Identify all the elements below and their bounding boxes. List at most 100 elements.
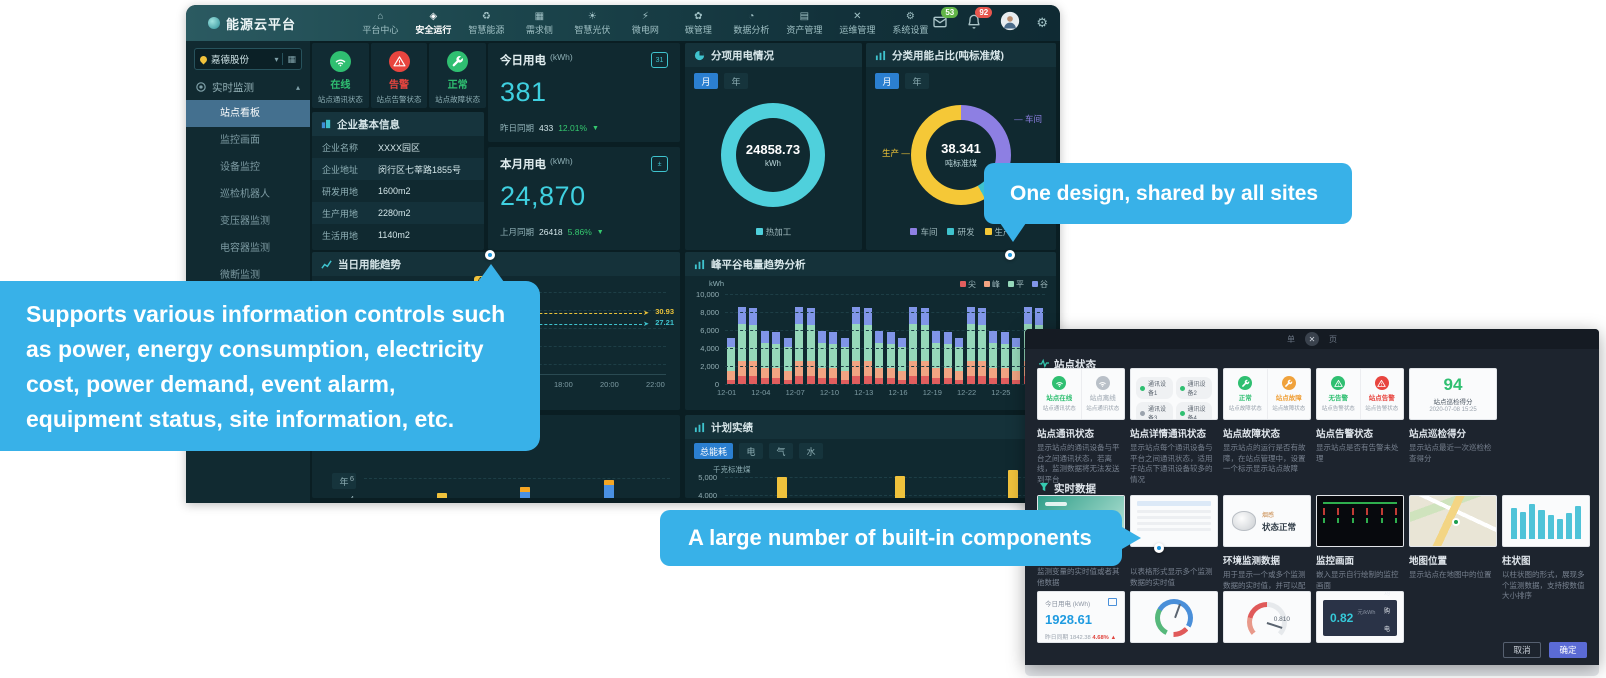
tab-年[interactable]: 年 xyxy=(905,73,929,89)
nav-item-2[interactable]: ◈ 安全运行 xyxy=(411,9,455,38)
component-card-站点巡检得分[interactable]: 94 站点巡检得分 2020-07-08 15:25 xyxy=(1409,368,1497,420)
component-card-站点故障状态[interactable]: 正常 站点故障状态 站点故障 站点故障状态 xyxy=(1223,368,1311,420)
component-card-监控画面[interactable] xyxy=(1316,495,1404,547)
sidebar-item-7[interactable]: 微断监测 xyxy=(220,270,260,281)
map-pin-icon xyxy=(1452,518,1460,526)
slice-label-right: — 车间 xyxy=(1014,114,1042,124)
row-value: 1140m2 xyxy=(378,230,410,240)
tab-气[interactable]: 气 xyxy=(769,443,794,459)
component-card-price[interactable]: 0.82 元/kWh 平均购电单价 xyxy=(1316,591,1404,643)
chart-legend: 尖峰平谷 xyxy=(960,279,1048,290)
annual-bar xyxy=(437,493,447,498)
tab-月[interactable]: 月 xyxy=(694,73,718,89)
ok-button[interactable]: 确定 xyxy=(1549,642,1587,658)
scada-preview xyxy=(1317,496,1403,546)
component-desc: 以柱状图的形式，展现多个监测数据，支持按数值大小排序 xyxy=(1502,570,1585,600)
legend-item: 研发 xyxy=(947,226,975,238)
tab-月[interactable]: 月 xyxy=(875,73,899,89)
close-button[interactable]: ✕ xyxy=(1305,332,1319,346)
bar-segment-峰 xyxy=(989,367,998,378)
nav-item-10[interactable]: ✕ 运维管理 xyxy=(835,9,879,38)
sidebar-group-realtime[interactable]: 实时监测 ▴ xyxy=(186,74,310,100)
bar-segment-峰 xyxy=(795,360,804,376)
legend-swatch xyxy=(1032,281,1038,287)
nav-item-8[interactable]: ◔ 数据分析 xyxy=(729,9,773,38)
component-card-mini-table[interactable] xyxy=(1130,495,1218,547)
grid-view-icon[interactable]: ▦ xyxy=(287,53,296,64)
sidebar-item-5[interactable]: 变压器监测 xyxy=(220,216,270,227)
nav-item-label: 智慧光伏 xyxy=(574,24,611,35)
calendar-icon[interactable]: 31 xyxy=(651,52,668,68)
cancel-button[interactable]: 取消 xyxy=(1503,642,1541,658)
stacked-bar xyxy=(852,306,861,384)
sidebar-item-3[interactable]: 设备监控 xyxy=(220,162,260,173)
nav-item-5[interactable]: ☀ 智慧光伏 xyxy=(570,9,614,38)
bar-segment-谷 xyxy=(772,331,781,344)
component-card-站点告警状态[interactable]: 无告警 站点告警状态 站点告警 站点告警状态 xyxy=(1316,368,1404,420)
callout-pointer-down xyxy=(1000,223,1026,242)
circle-gauge-icon xyxy=(1155,599,1193,637)
callout-pointer-up xyxy=(478,264,504,282)
mail-button[interactable]: 53 xyxy=(932,7,959,32)
user-avatar[interactable] xyxy=(1000,11,1020,36)
site-selector[interactable]: 嘉德股份 ▾ ▦ xyxy=(194,48,302,70)
y-axis-label: kWh xyxy=(709,279,724,288)
donut-unit: kWh xyxy=(765,159,781,168)
tab-电[interactable]: 电 xyxy=(739,443,764,459)
component-card-柱状图[interactable] xyxy=(1502,495,1590,547)
tab-年[interactable]: 年 xyxy=(724,73,748,89)
compare-label: 上月同期 xyxy=(500,227,535,237)
bar-segment-峰 xyxy=(840,370,849,380)
component-card-环境监测数据[interactable]: 烟感 状态正常 xyxy=(1223,495,1311,547)
nav-item-3[interactable]: ♻ 智慧能源 xyxy=(464,9,508,38)
pulse-icon xyxy=(1039,358,1049,371)
bar-segment-平 xyxy=(1000,343,1009,368)
nav-item-7[interactable]: ✿ 碳管理 xyxy=(676,9,720,38)
tab-水[interactable]: 水 xyxy=(799,443,824,459)
component-card-kpi[interactable]: 今日用电 (kWh) 1928.61 昨日同期 1842.38 4.68% ▲ xyxy=(1037,591,1125,643)
gear-icon[interactable]: ⚙ xyxy=(1036,15,1048,30)
bar-segment-峰 xyxy=(817,367,826,378)
component-heading xyxy=(1130,553,1218,564)
sidebar-item-2[interactable]: 监控画面 xyxy=(220,135,260,146)
notifications-button[interactable]: 92 xyxy=(966,7,993,32)
sidebar-item-4[interactable]: 巡检机器人 xyxy=(220,189,270,200)
tab-总能耗[interactable]: 总能耗 xyxy=(694,443,734,459)
sidebar-item-1[interactable]: 站点看板 xyxy=(186,100,310,127)
calendar-edit-icon[interactable]: ± xyxy=(651,156,668,172)
sidebar-item-6[interactable]: 电容器监测 xyxy=(220,243,270,254)
panel-title: 分项用电情况 xyxy=(711,49,774,62)
compare-pct: 5.86% xyxy=(567,227,592,237)
component-card-站点通讯状态[interactable]: 站点在线 站点通讯状态 站点离线 站点通讯状态 xyxy=(1037,368,1125,420)
tab-year[interactable]: 年 xyxy=(332,473,356,489)
nav-item-4[interactable]: ▦ 需求侧 xyxy=(517,9,561,38)
nav-item-6[interactable]: ⚡ 微电网 xyxy=(623,9,667,38)
bar-segment-谷 xyxy=(886,331,895,344)
wrench-icon xyxy=(447,51,469,72)
component-card-speed-gauge[interactable]: 0.810 xyxy=(1223,591,1311,643)
status-tile-3: 正常 站点故障状态 xyxy=(429,43,487,108)
bar-segment-谷 xyxy=(806,307,815,326)
x-tick-label: 18:00 xyxy=(554,380,573,389)
row-label: 企业名称 xyxy=(322,142,359,153)
nav-item-label: 平台中心 xyxy=(362,24,399,35)
bar-segment-峰 xyxy=(726,370,735,380)
bar-segment-平 xyxy=(806,325,815,361)
nav-item-label: 运维管理 xyxy=(839,24,876,35)
donut-value: 24858.73 xyxy=(745,142,801,157)
wrench-icon xyxy=(1281,376,1296,390)
picker-footer: 取消 确定 xyxy=(1503,642,1587,658)
status-dot xyxy=(1140,385,1145,391)
stacked-bar xyxy=(863,307,872,384)
tile-sublabel: 站点通讯状态 xyxy=(1042,406,1076,412)
panel-title: 企业基本信息 xyxy=(337,118,400,131)
site-status-row: 在线 站点通讯状态 告警 站点告警状态 正常 站点故障状态 xyxy=(312,43,487,108)
component-card-circle-gauge[interactable] xyxy=(1130,591,1218,643)
component-card-地图位置[interactable] xyxy=(1409,495,1497,547)
nav-item-9[interactable]: ▤ 资产管理 xyxy=(782,9,826,38)
nav-item-1[interactable]: ⌂ 平台中心 xyxy=(358,9,402,38)
bar-segment-峰 xyxy=(737,360,746,376)
component-card-站点详情通讯状态[interactable]: 通讯设备1 通讯设备2 通讯设备3 通讯设备4 xyxy=(1130,368,1218,420)
nav-item-11[interactable]: ⚙ 系统设置 xyxy=(888,9,932,38)
bar-segment-尖 xyxy=(863,375,872,384)
